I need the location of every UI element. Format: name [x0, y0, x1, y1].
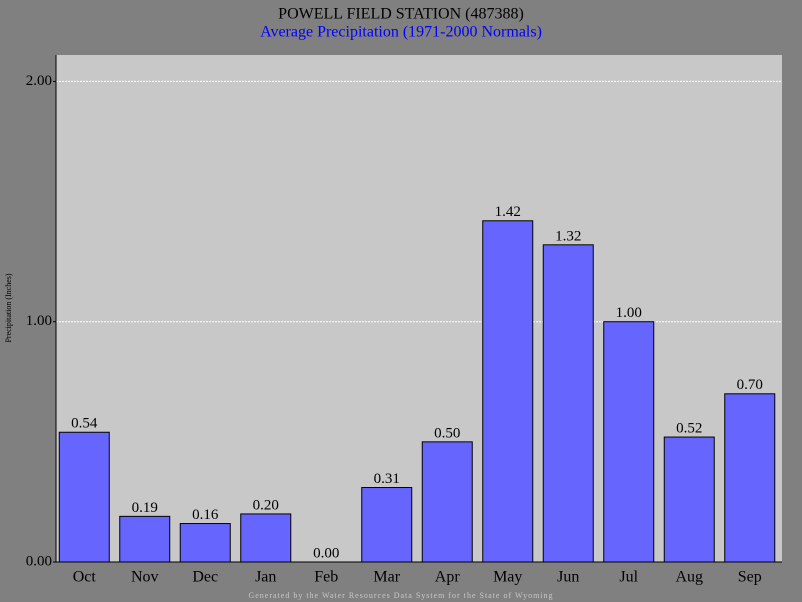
y-tick-label: 2.00	[26, 73, 52, 89]
value-label: 1.00	[616, 305, 642, 321]
value-label: 0.54	[71, 416, 98, 432]
x-tick-label: Dec	[192, 569, 218, 586]
chart-title: POWELL FIELD STATION (487388)	[278, 6, 524, 23]
value-label: 1.32	[555, 228, 581, 244]
y-tick-label: 1.00	[26, 313, 52, 329]
value-label: 0.31	[374, 471, 400, 487]
value-label: 0.52	[676, 420, 702, 436]
value-label: 1.42	[495, 204, 521, 220]
bar	[663, 436, 715, 563]
y-axis-label: Precipitation (Inches)	[4, 273, 13, 342]
x-tick-label: Nov	[131, 569, 159, 586]
x-tick-label: Jan	[255, 569, 276, 586]
bar	[240, 513, 292, 563]
value-label: 0.16	[192, 507, 219, 523]
x-tick-label: Sep	[738, 569, 762, 586]
chart-subtitle: Average Precipitation (1971-2000 Normals…	[260, 24, 542, 41]
x-tick-label: Mar	[373, 569, 400, 586]
bar	[361, 487, 413, 563]
bar	[179, 523, 231, 563]
x-tick-label: Aug	[675, 569, 703, 586]
bar	[119, 515, 171, 563]
bar	[482, 220, 534, 563]
x-tick-label: Jul	[619, 569, 638, 586]
bar	[421, 441, 473, 563]
x-tick-label: Jun	[557, 569, 579, 586]
footer: Generated by the Water Resources Data Sy…	[248, 591, 553, 600]
y-tick-label: 0.00	[26, 553, 52, 569]
value-label: 0.19	[132, 500, 158, 516]
value-label: 0.70	[737, 377, 763, 393]
x-tick-label: May	[493, 569, 522, 586]
bar	[542, 244, 594, 563]
bar	[603, 321, 655, 563]
x-tick-label: Oct	[73, 569, 97, 586]
bar	[724, 393, 776, 563]
value-label: 0.50	[434, 425, 460, 441]
plot-area	[56, 55, 782, 562]
x-tick-label: Apr	[435, 569, 461, 586]
x-tick-label: Feb	[314, 569, 338, 586]
bar	[58, 431, 110, 563]
value-label: 0.00	[313, 545, 339, 561]
value-label: 0.20	[253, 497, 279, 513]
